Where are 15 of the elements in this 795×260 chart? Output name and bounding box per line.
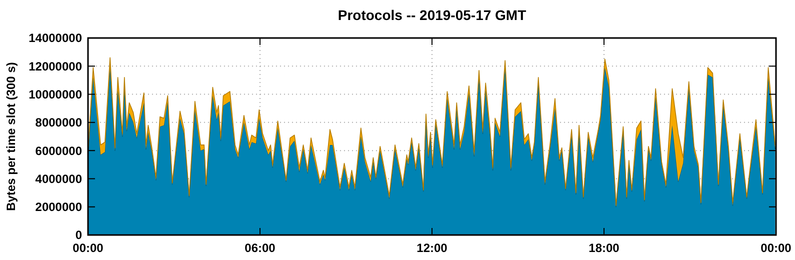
- y-axis-title: Bytes per time slot (300 s): [4, 62, 18, 211]
- y-tick-label: 8000000: [35, 116, 82, 130]
- x-tick-label: 00:00: [760, 241, 792, 255]
- y-tick-label: 0: [75, 228, 82, 242]
- y-tick-label: 12000000: [28, 59, 82, 74]
- y-tick-label: 4000000: [35, 172, 82, 186]
- x-tick-label: 00:00: [72, 241, 104, 255]
- chart-title: Protocols -- 2019-05-17 GMT: [338, 7, 527, 23]
- y-tick-label: 14000000: [28, 31, 82, 46]
- y-tick-label: 10000000: [28, 87, 82, 102]
- x-tick-label: 06:00: [244, 241, 276, 255]
- x-tick-label: 12:00: [416, 241, 448, 255]
- y-tick-label: 6000000: [35, 144, 82, 158]
- x-tick-label: 18:00: [588, 241, 620, 255]
- y-tick-label: 2000000: [35, 200, 82, 214]
